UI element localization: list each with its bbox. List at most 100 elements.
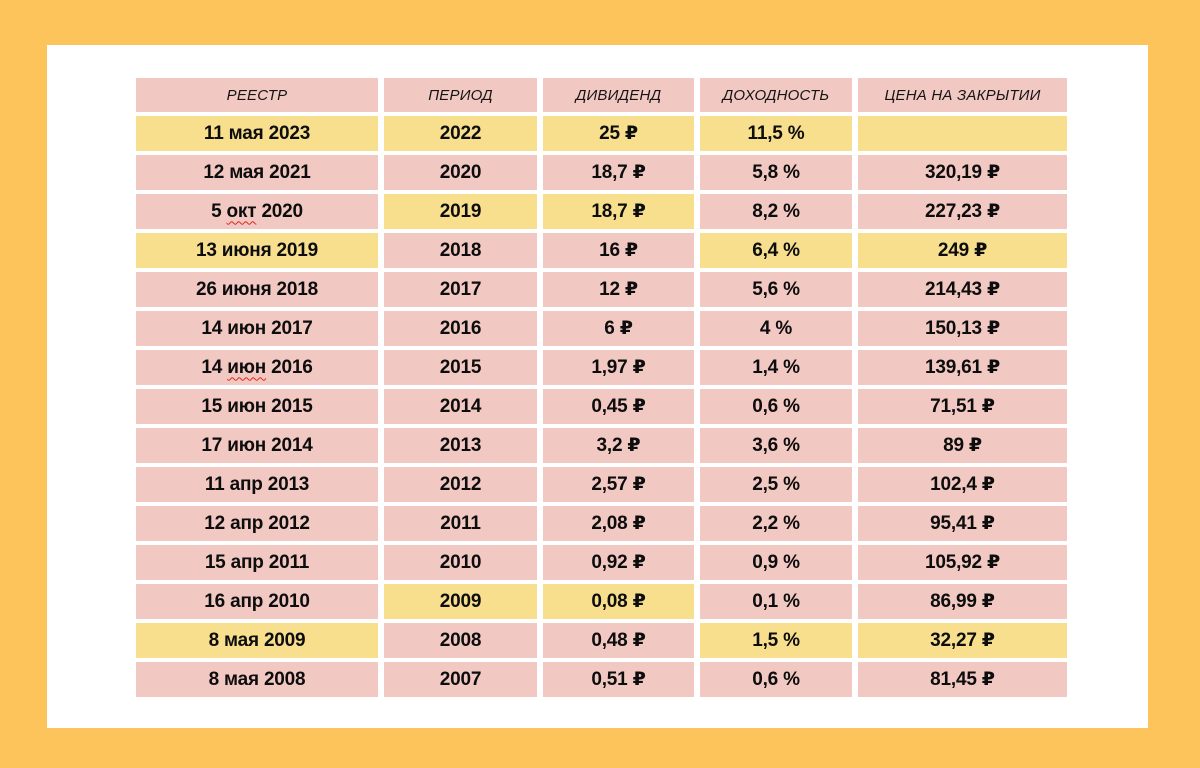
cell-text: 16 ₽ bbox=[599, 240, 638, 261]
cell-dividend: 18,7 ₽ bbox=[543, 194, 694, 229]
cell-close: 81,45 ₽ bbox=[858, 662, 1067, 697]
cell-period: 2010 bbox=[384, 545, 537, 580]
cell-text: 17 июн 2014 bbox=[201, 434, 313, 456]
cell-text: 0,08 ₽ bbox=[591, 591, 646, 612]
cell-dividend: 2,57 ₽ bbox=[543, 467, 694, 502]
cell-text: 2020 bbox=[439, 161, 482, 183]
cell-close: 227,23 ₽ bbox=[858, 194, 1067, 229]
cell-yield_pct: 5,6 % bbox=[700, 272, 852, 307]
cell-text: 0,45 ₽ bbox=[591, 396, 646, 417]
cell-registry: 26 июня 2018 bbox=[136, 272, 378, 307]
cell-text: 139,61 ₽ bbox=[924, 357, 1000, 378]
cell-period: 2017 bbox=[384, 272, 537, 307]
cell-text: 81,45 ₽ bbox=[930, 669, 995, 690]
cell-dividend: 2,08 ₽ bbox=[543, 506, 694, 541]
cell-text: 95,41 ₽ bbox=[930, 513, 995, 534]
cell-text: 2007 bbox=[439, 668, 482, 690]
cell-yield_pct: 8,2 % bbox=[700, 194, 852, 229]
cell-yield_pct: 4 % bbox=[700, 311, 852, 346]
cell-dividend: 25 ₽ bbox=[543, 116, 694, 151]
cell-text: 6 ₽ bbox=[604, 318, 633, 339]
cell-text: 14 июн 2017 bbox=[201, 317, 313, 339]
cell-text: 1,4 % bbox=[752, 356, 800, 378]
cell-yield_pct: 0,1 % bbox=[700, 584, 852, 619]
cell-yield_pct: 1,5 % bbox=[700, 623, 852, 658]
cell-text: 8,2 % bbox=[752, 200, 800, 222]
column-header: ПЕРИОД bbox=[384, 78, 537, 112]
cell-text: 0,1 % bbox=[752, 590, 800, 612]
cell-text: 214,43 ₽ bbox=[924, 279, 1000, 300]
cell-text: 8 мая 2009 bbox=[208, 629, 306, 651]
cell-text: 2022 bbox=[439, 122, 482, 144]
cell-text: 2,57 ₽ bbox=[591, 474, 646, 495]
cell-text: 25 ₽ bbox=[599, 123, 638, 144]
cell-dividend: 12 ₽ bbox=[543, 272, 694, 307]
cell-text: 150,13 ₽ bbox=[924, 318, 1000, 339]
cell-text: 2018 bbox=[439, 239, 482, 261]
cell-text: 0,92 ₽ bbox=[591, 552, 646, 573]
cell-text: 89 ₽ bbox=[943, 435, 982, 456]
cell-text: 2017 bbox=[439, 278, 482, 300]
cell-text: 13 июня 2019 bbox=[195, 239, 319, 261]
cell-period: 2008 bbox=[384, 623, 537, 658]
cell-text: 11 апр 2013 bbox=[204, 473, 310, 495]
column-header: ДОХОДНОСТЬ bbox=[700, 78, 852, 112]
cell-text: 12 ₽ bbox=[599, 279, 638, 300]
cell-text: 2,2 % bbox=[752, 512, 800, 534]
cell-period: 2014 bbox=[384, 389, 537, 424]
cell-yield_pct: 1,4 % bbox=[700, 350, 852, 385]
cell-text: 8 мая 2008 bbox=[208, 668, 306, 690]
cell-close: 95,41 ₽ bbox=[858, 506, 1067, 541]
cell-period: 2012 bbox=[384, 467, 537, 502]
cell-text: 86,99 ₽ bbox=[930, 591, 995, 612]
cell-registry: 8 мая 2008 bbox=[136, 662, 378, 697]
cell-registry: 12 мая 2021 bbox=[136, 155, 378, 190]
cell-registry: 14 июн 2016 bbox=[136, 350, 378, 385]
misspelled-word: июн bbox=[227, 356, 267, 378]
cell-registry: 14 июн 2017 bbox=[136, 311, 378, 346]
misspelled-word: окт bbox=[226, 200, 257, 222]
cell-text: 16 апр 2010 bbox=[204, 590, 310, 612]
cell-close: 105,92 ₽ bbox=[858, 545, 1067, 580]
cell-text: 227,23 ₽ bbox=[924, 201, 1000, 222]
cell-text: 2,5 % bbox=[752, 473, 800, 495]
cell-period: 2015 bbox=[384, 350, 537, 385]
cell-close: 150,13 ₽ bbox=[858, 311, 1067, 346]
cell-yield_pct: 2,5 % bbox=[700, 467, 852, 502]
cell-period: 2009 bbox=[384, 584, 537, 619]
cell-close: 320,19 ₽ bbox=[858, 155, 1067, 190]
cell-text: 3,2 ₽ bbox=[596, 435, 641, 456]
cell-text: 15 апр 2011 bbox=[204, 551, 310, 573]
cell-text: 4 % bbox=[759, 317, 793, 339]
cell-close: 86,99 ₽ bbox=[858, 584, 1067, 619]
cell-text: 102,4 ₽ bbox=[930, 474, 995, 495]
cell-period: 2007 bbox=[384, 662, 537, 697]
cell-text: 11,5 % bbox=[747, 122, 805, 144]
cell-text: 26 июня 2018 bbox=[195, 278, 319, 300]
cell-yield_pct: 2,2 % bbox=[700, 506, 852, 541]
cell-text: 320,19 ₽ bbox=[924, 162, 1000, 183]
cell-dividend: 16 ₽ bbox=[543, 233, 694, 268]
cell-period: 2016 bbox=[384, 311, 537, 346]
cell-text: 3,6 % bbox=[752, 434, 800, 456]
cell-close: 89 ₽ bbox=[858, 428, 1067, 463]
cell-registry: 11 апр 2013 bbox=[136, 467, 378, 502]
cell-registry: 5 окт 2020 bbox=[136, 194, 378, 229]
cell-text: 6,4 % bbox=[752, 239, 800, 261]
cell-dividend: 18,7 ₽ bbox=[543, 155, 694, 190]
cell-close: 71,51 ₽ bbox=[858, 389, 1067, 424]
cell-period: 2020 bbox=[384, 155, 537, 190]
cell-text: 2011 bbox=[440, 512, 481, 534]
cell-registry: 13 июня 2019 bbox=[136, 233, 378, 268]
cell-yield_pct: 3,6 % bbox=[700, 428, 852, 463]
cell-close bbox=[858, 116, 1067, 151]
cell-yield_pct: 11,5 % bbox=[700, 116, 852, 151]
cell-dividend: 1,97 ₽ bbox=[543, 350, 694, 385]
cell-dividend: 0,08 ₽ bbox=[543, 584, 694, 619]
cell-yield_pct: 0,6 % bbox=[700, 389, 852, 424]
cell-yield_pct: 6,4 % bbox=[700, 233, 852, 268]
cell-close: 102,4 ₽ bbox=[858, 467, 1067, 502]
cell-registry: 17 июн 2014 bbox=[136, 428, 378, 463]
cell-text: 15 июн 2015 bbox=[201, 395, 313, 417]
cell-text: 2016 bbox=[439, 317, 482, 339]
